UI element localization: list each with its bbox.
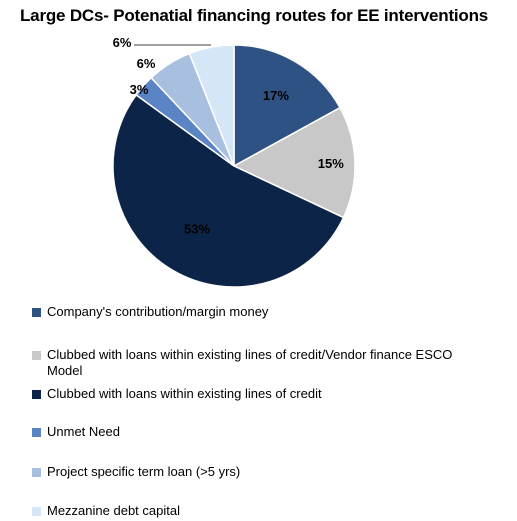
legend-label: Project specific term loan (>5 yrs) [47, 464, 241, 479]
legend-item: Clubbed with loans within existing lines… [32, 386, 322, 402]
legend-swatch [32, 351, 41, 360]
legend-swatch [32, 507, 41, 516]
chart-title: Large DCs- Potenatial financing routes f… [20, 6, 489, 25]
pie-slice [112, 93, 345, 288]
legend-item: Project specific term loan (>5 yrs) [32, 464, 240, 480]
legend-label: Clubbed with loans within existing lines… [47, 386, 322, 401]
pie-slice [233, 44, 342, 168]
data-label: 6% [113, 35, 132, 50]
legend-label: Company's contribution/margin money [47, 304, 269, 319]
legend-item: Mezzanine debt capital [32, 503, 180, 519]
legend-label: Mezzanine debt capital [47, 503, 180, 518]
data-label: 3% [130, 82, 149, 97]
data-label: 53% [184, 222, 210, 237]
pie-slice [232, 106, 356, 219]
pie-chart: 17% 15% 53% 3% 6% 6% [112, 35, 356, 288]
legend-swatch [32, 428, 41, 437]
legend-swatch [32, 308, 41, 317]
legend-item: Clubbed with loans within existing lines… [32, 347, 467, 379]
data-label: 6% [137, 56, 156, 71]
legend-swatch [32, 390, 41, 399]
data-label: 15% [318, 156, 344, 171]
legend-label: Unmet Need [47, 424, 120, 439]
pie-slice [188, 44, 235, 167]
legend-label: Clubbed with loans within existing lines… [47, 347, 453, 378]
data-label: 17% [263, 88, 289, 103]
legend-item: Company's contribution/margin money [32, 304, 268, 320]
legend-swatch [32, 468, 41, 477]
legend-item: Unmet Need [32, 424, 120, 440]
